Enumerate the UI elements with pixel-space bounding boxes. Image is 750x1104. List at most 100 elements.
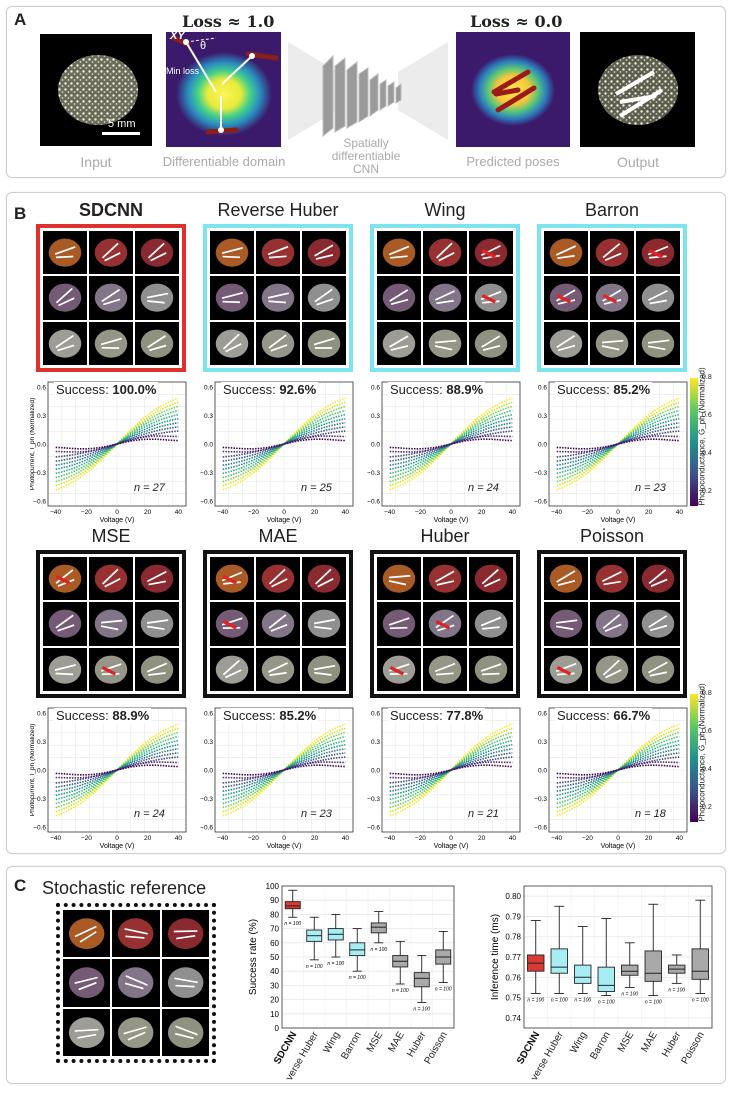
y-axis-label: Success rate (%)	[248, 919, 259, 995]
result-thumbnail	[544, 321, 588, 365]
n-label: n = 100	[621, 991, 638, 997]
iv-xtick: 20	[144, 509, 152, 516]
result-thumbnail	[544, 231, 588, 275]
box	[621, 964, 639, 976]
iv-curve	[389, 723, 513, 817]
success-label: Success: 77.8%	[388, 708, 486, 723]
iv-xtick: 0	[616, 835, 620, 842]
iv-curve	[556, 397, 680, 491]
iv-xlabel: Voltage (V)	[100, 843, 135, 850]
iv-ytick: −0.3	[367, 470, 380, 477]
iv-xtick: −40	[217, 509, 228, 516]
result-thumbnail	[544, 647, 588, 691]
iv-ytick: 0.0	[37, 768, 46, 775]
y-tick-label: 0.78	[505, 933, 521, 942]
colorbar-tick: 0.2	[702, 804, 712, 811]
predicted-poses-image	[456, 32, 570, 147]
stochastic-thumbnail	[63, 1008, 111, 1056]
y-tick-label: 30	[270, 981, 279, 990]
result-image-grid	[370, 224, 520, 372]
n-label: n = 100	[392, 988, 409, 994]
n-label: n = 100	[435, 987, 452, 993]
box	[413, 972, 430, 988]
result-thumbnail	[590, 276, 634, 320]
success-prefix: Success:	[557, 708, 614, 723]
result-thumbnail	[43, 321, 87, 365]
result-thumbnail	[302, 276, 346, 320]
stochastic-thumbnail	[161, 1008, 209, 1056]
iv-curve	[556, 401, 680, 487]
iv-ytick: 0.0	[538, 768, 547, 775]
iv-xtick: −20	[248, 835, 259, 842]
iv-ytick: −0.3	[33, 470, 46, 477]
result-thumbnail	[256, 647, 300, 691]
cnn-label: Spatially differentiable CNN	[331, 136, 401, 176]
iv-curve	[55, 401, 179, 487]
iv-xtick: −20	[81, 509, 92, 516]
iv-ytick: 0.6	[37, 710, 46, 717]
y-tick-label: 0.77	[505, 953, 521, 962]
loss-left-label: Loss ≈ 1.0	[182, 12, 275, 31]
success-prefix: Success:	[56, 382, 113, 397]
iv-xtick: −40	[217, 835, 228, 842]
result-thumbnail	[43, 231, 87, 275]
input-image: 5 mm	[40, 34, 152, 146]
result-thumbnail	[302, 557, 346, 601]
caption-predicted-poses: Predicted poses	[466, 154, 560, 169]
colorbar-tick: 0.2	[702, 488, 712, 495]
y-tick-label: 70	[270, 925, 279, 934]
iv-ytick: 0.0	[371, 442, 380, 449]
colorbar-label-bottom: Photoconductance, G_ph (Normalized)	[697, 683, 707, 822]
success-value: 66.7%	[613, 708, 651, 723]
result-thumbnail	[256, 602, 300, 646]
n-label: n = 100	[598, 1000, 615, 1006]
result-thumbnail	[590, 557, 634, 601]
method-title: Reverse Huber	[217, 200, 339, 220]
iv-curve-plot: 0.6 0.3 0.0 −0.3 −0.6 −40 −20 0 20 40 Voltage (V)	[200, 707, 354, 850]
result-thumbnail	[636, 557, 680, 601]
success-label: Success: 88.9%	[388, 382, 486, 397]
cnn-diagram	[288, 32, 448, 147]
iv-xtick: 20	[478, 835, 486, 842]
panel-b-label: B	[14, 204, 27, 223]
iv-curve	[556, 723, 680, 817]
colorbar-tick: 0.4	[702, 766, 712, 773]
iv-xtick: 0	[282, 509, 286, 516]
iv-curve	[389, 405, 513, 483]
result-thumbnail	[89, 321, 133, 365]
panel-c-label: C	[14, 876, 27, 895]
result-thumbnail	[135, 557, 179, 601]
y-tick-label: 20	[270, 996, 279, 1005]
result-thumbnail	[469, 231, 513, 275]
result-thumbnail	[469, 276, 513, 320]
iv-xtick: −20	[248, 509, 259, 516]
result-thumbnail	[636, 602, 680, 646]
method-title: MSE	[91, 526, 131, 546]
result-thumbnail	[302, 647, 346, 691]
output-image	[580, 32, 695, 147]
result-thumbnail	[43, 557, 87, 601]
iv-xtick: 20	[478, 509, 486, 516]
n-label: n = 100	[349, 975, 366, 981]
success-value: 92.6%	[279, 382, 317, 397]
result-thumbnail	[89, 647, 133, 691]
iv-ytick: −0.6	[534, 499, 547, 506]
result-image-grid	[36, 550, 186, 698]
result-thumbnail	[135, 276, 179, 320]
n-label: n = 100	[327, 961, 344, 967]
y-tick-label: 0.79	[505, 912, 521, 921]
category-label: Wing	[568, 1030, 589, 1055]
method-title: Poisson	[579, 526, 645, 546]
iv-xlabel: Voltage (V)	[100, 517, 135, 524]
n-label: n = 100	[645, 1000, 662, 1006]
iv-ytick: 0.3	[204, 413, 213, 420]
result-thumbnail	[256, 231, 300, 275]
category-label: MAE	[639, 1030, 660, 1055]
result-thumbnail	[544, 557, 588, 601]
method-title: MAE	[258, 526, 298, 546]
iv-curve-plot: 0.6 0.3 0.0 −0.3 −0.6 −40 −20 0 20 40 Voltage (V) P…	[30, 707, 187, 850]
iv-xlabel: Voltage (V)	[434, 517, 469, 524]
iv-ytick: −0.6	[367, 825, 380, 832]
iv-ytick: 0.6	[37, 384, 46, 391]
y-tick-label: 0	[275, 1024, 280, 1033]
